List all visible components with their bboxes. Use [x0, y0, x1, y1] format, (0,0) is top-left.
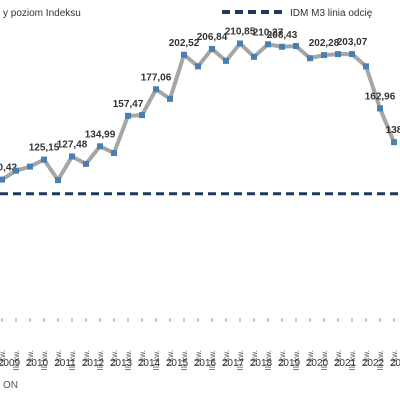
x-tick-label: III kw. [180, 350, 189, 370]
x-tick-label: III kw. [124, 350, 133, 370]
marker [237, 40, 243, 47]
value-label: 134,99 [85, 129, 116, 140]
marker [153, 86, 159, 93]
marker [349, 51, 355, 58]
marker [69, 153, 75, 160]
legend-threshold-label: IDM M3 linia odcię [290, 8, 373, 19]
year-label: 2020 [306, 358, 329, 369]
value-label: 138 [386, 125, 400, 136]
value-label: 177,06 [141, 72, 172, 83]
year-label: 2023 [390, 358, 400, 369]
marker [195, 63, 201, 70]
x-tick-label: I kw. [362, 350, 371, 366]
x-tick-label: III kw. [320, 350, 329, 370]
year-label: 2019 [278, 358, 301, 369]
x-tick-label: I kw. [306, 350, 315, 366]
legend-series-label: y poziom Indeksu [3, 8, 81, 19]
x-tick-label: III kw. [152, 350, 161, 370]
marker [363, 63, 369, 70]
value-label: 125,15 [29, 143, 60, 154]
marker [335, 51, 341, 58]
marker [377, 105, 383, 112]
marker [83, 160, 89, 167]
value-label: 208,43 [267, 30, 298, 41]
x-tick-label: I kw. [334, 350, 343, 366]
x-tick-label: I kw. [26, 350, 35, 366]
marker [41, 156, 47, 163]
x-tick-label: III kw. [40, 350, 49, 370]
marker [125, 112, 131, 119]
x-tick-label: I kw. [390, 350, 399, 366]
year-label: 2011 [54, 358, 76, 369]
x-tick-label: III kw. [208, 350, 217, 370]
x-tick-label: III kw. [292, 350, 301, 370]
year-label: 2013 [110, 358, 133, 369]
marker [55, 177, 61, 184]
year-label: 2022 [362, 358, 385, 369]
value-label: 110,42 [0, 163, 17, 174]
marker [209, 45, 215, 52]
year-label: 2014 [138, 358, 161, 369]
year-label: 2009 [0, 358, 21, 369]
source: ON [3, 380, 18, 391]
value-label: 157,47 [113, 99, 144, 110]
marker [97, 143, 103, 150]
marker [223, 57, 229, 64]
x-tick-label: I kw. [166, 350, 175, 366]
x-tick-label: III kw. [12, 350, 21, 370]
value-label: 127,48 [57, 139, 88, 150]
marker [321, 52, 327, 59]
x-tick-label: III kw. [348, 350, 357, 370]
year-label: 2017 [222, 358, 245, 369]
x-tick-label: III kw. [96, 350, 105, 370]
x-tick-label: I kw. [222, 350, 231, 366]
x-tick-label: I kw. [110, 350, 119, 366]
marker [391, 139, 397, 146]
x-tick-label: III kw. [68, 350, 77, 370]
year-label: 2018 [250, 358, 273, 369]
marker [139, 112, 145, 119]
marker [13, 167, 19, 174]
marker [307, 55, 313, 62]
value-label: 206,84 [197, 32, 228, 43]
x-tick-label: I kw. [138, 350, 147, 366]
x-tick-label: I kw. [82, 350, 91, 366]
year-label: 2015 [166, 358, 189, 369]
value-label: 203,07 [337, 37, 368, 48]
marker [27, 163, 33, 170]
year-label: 2012 [82, 358, 105, 369]
year-label: 2010 [26, 358, 49, 369]
marker [0, 176, 5, 183]
marker [251, 53, 257, 60]
x-tick-label: III kw. [236, 350, 245, 370]
x-tick-label: I kw. [54, 350, 63, 366]
marker [279, 43, 285, 50]
x-tick-label: I kw. [194, 350, 203, 366]
value-label: 210,27 [253, 27, 284, 38]
x-tick-label: I kw. [250, 350, 259, 366]
x-tick-label: I kw. [278, 350, 287, 366]
value-label: 162,96 [365, 91, 396, 102]
x-tick-label: I kw. [0, 350, 7, 366]
marker [167, 95, 173, 102]
marker [181, 51, 187, 58]
year-label: 2016 [194, 358, 217, 369]
value-label: 210,85 [225, 26, 256, 37]
value-label: 202,52 [169, 38, 200, 49]
x-tick-label: III kw. [376, 350, 385, 370]
year-label: 2021 [334, 358, 357, 369]
marker [293, 43, 299, 50]
marker [111, 150, 117, 157]
x-tick-label: III kw. [264, 350, 273, 370]
marker [265, 41, 271, 48]
value-label: 202,28 [309, 38, 340, 49]
